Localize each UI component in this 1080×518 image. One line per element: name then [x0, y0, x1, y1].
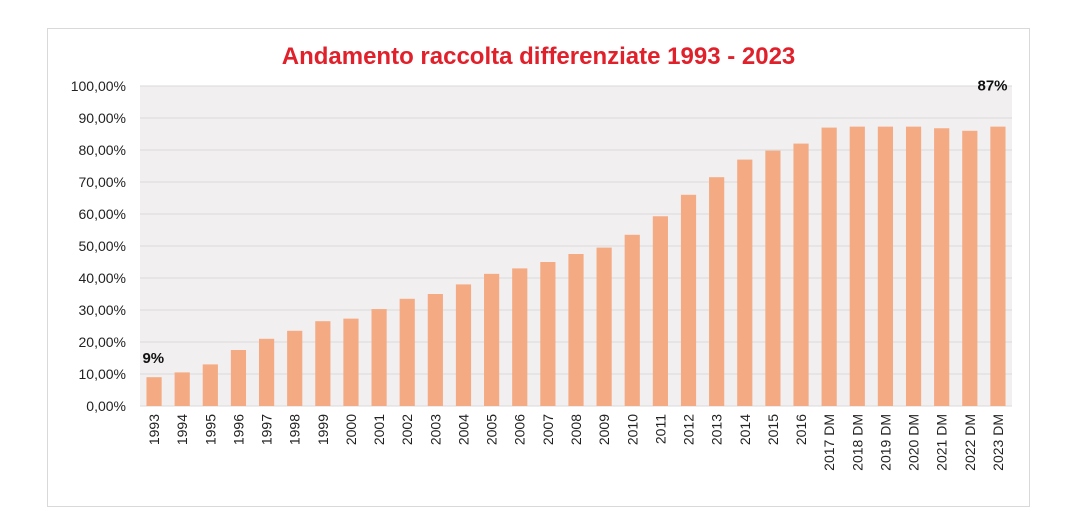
x-tick-label: 2012: [681, 414, 697, 445]
bar: [484, 273, 500, 406]
x-tick-label: 2006: [512, 414, 528, 445]
bar: [230, 350, 247, 406]
x-tick-label: 2000: [343, 414, 359, 445]
bar: [174, 372, 190, 406]
x-tick-label: 2017 DM: [821, 414, 837, 471]
x-tick-label: 1994: [174, 414, 190, 445]
bar: [512, 268, 528, 406]
x-tick-label: 2019 DM: [877, 414, 893, 471]
y-tick-label: 20,00%: [79, 334, 126, 350]
bar: [877, 126, 894, 406]
bar: [258, 338, 275, 406]
x-tick-label: 1997: [259, 414, 275, 445]
x-tick-label: 2001: [371, 414, 387, 445]
bar: [455, 284, 472, 406]
bar: [737, 159, 753, 406]
x-tick-label: 2011: [652, 414, 668, 444]
bar: [427, 294, 443, 406]
x-tick-label: 1996: [230, 414, 246, 445]
x-tick-label: 2013: [709, 414, 725, 445]
bar: [202, 364, 218, 406]
x-tick-label: 2018 DM: [849, 414, 865, 471]
bar: [343, 318, 359, 406]
bar: [849, 126, 865, 406]
x-tick-label: 2014: [737, 414, 753, 445]
y-tick-label: 100,00%: [71, 78, 126, 94]
x-tick-label: 2021 DM: [934, 414, 950, 471]
x-tick-label: 2022 DM: [962, 414, 978, 471]
y-tick-label: 40,00%: [79, 270, 126, 286]
x-tick-label: 2002: [399, 414, 415, 445]
bar: [905, 126, 922, 406]
bar: [399, 298, 415, 406]
y-tick-label: 70,00%: [79, 174, 126, 190]
y-tick-label: 30,00%: [79, 302, 126, 318]
bar: [962, 130, 978, 407]
bar: [680, 194, 697, 406]
bar: [821, 127, 837, 406]
bar: [371, 309, 387, 406]
x-tick-label: 2016: [793, 414, 809, 445]
x-tick-label: 2004: [455, 414, 471, 445]
x-tick-label: 2007: [540, 414, 556, 445]
x-tick-label: 2020 DM: [906, 414, 922, 471]
bar: [765, 150, 781, 406]
bar: [568, 254, 584, 406]
x-tick-label: 2005: [484, 414, 500, 445]
chart-title: Andamento raccolta differenziate 1993 - …: [281, 43, 796, 70]
bar: [793, 143, 809, 406]
x-tick-label: 2023 DM: [990, 414, 1006, 471]
x-tick-label: 2009: [596, 414, 612, 445]
bar: [709, 177, 725, 406]
y-tick-label: 0,00%: [86, 398, 126, 414]
bar: [934, 128, 950, 407]
y-tick-label: 80,00%: [79, 142, 126, 158]
bar: [540, 262, 556, 406]
bar: [990, 126, 1006, 406]
x-tick-label: 1999: [315, 414, 331, 445]
y-tick-label: 90,00%: [79, 110, 126, 126]
bar: [596, 247, 612, 406]
bar: [315, 321, 331, 406]
x-tick-label: 2015: [765, 414, 781, 445]
data-label: 87%: [977, 78, 1007, 95]
x-tick-label: 1993: [146, 414, 162, 445]
bar: [652, 216, 668, 406]
bar: [287, 330, 303, 406]
y-tick-label: 50,00%: [79, 238, 126, 254]
x-tick-label: 2003: [427, 414, 443, 445]
bar: [624, 234, 640, 406]
x-tick-label: 1995: [202, 414, 218, 445]
x-tick-label: 2010: [624, 414, 640, 445]
bar: [146, 377, 162, 406]
y-tick-label: 10,00%: [79, 366, 126, 382]
data-label: 9%: [142, 350, 164, 367]
y-tick-label: 60,00%: [79, 206, 126, 222]
x-tick-label: 2008: [568, 414, 584, 445]
x-tick-label: 1998: [287, 414, 303, 445]
